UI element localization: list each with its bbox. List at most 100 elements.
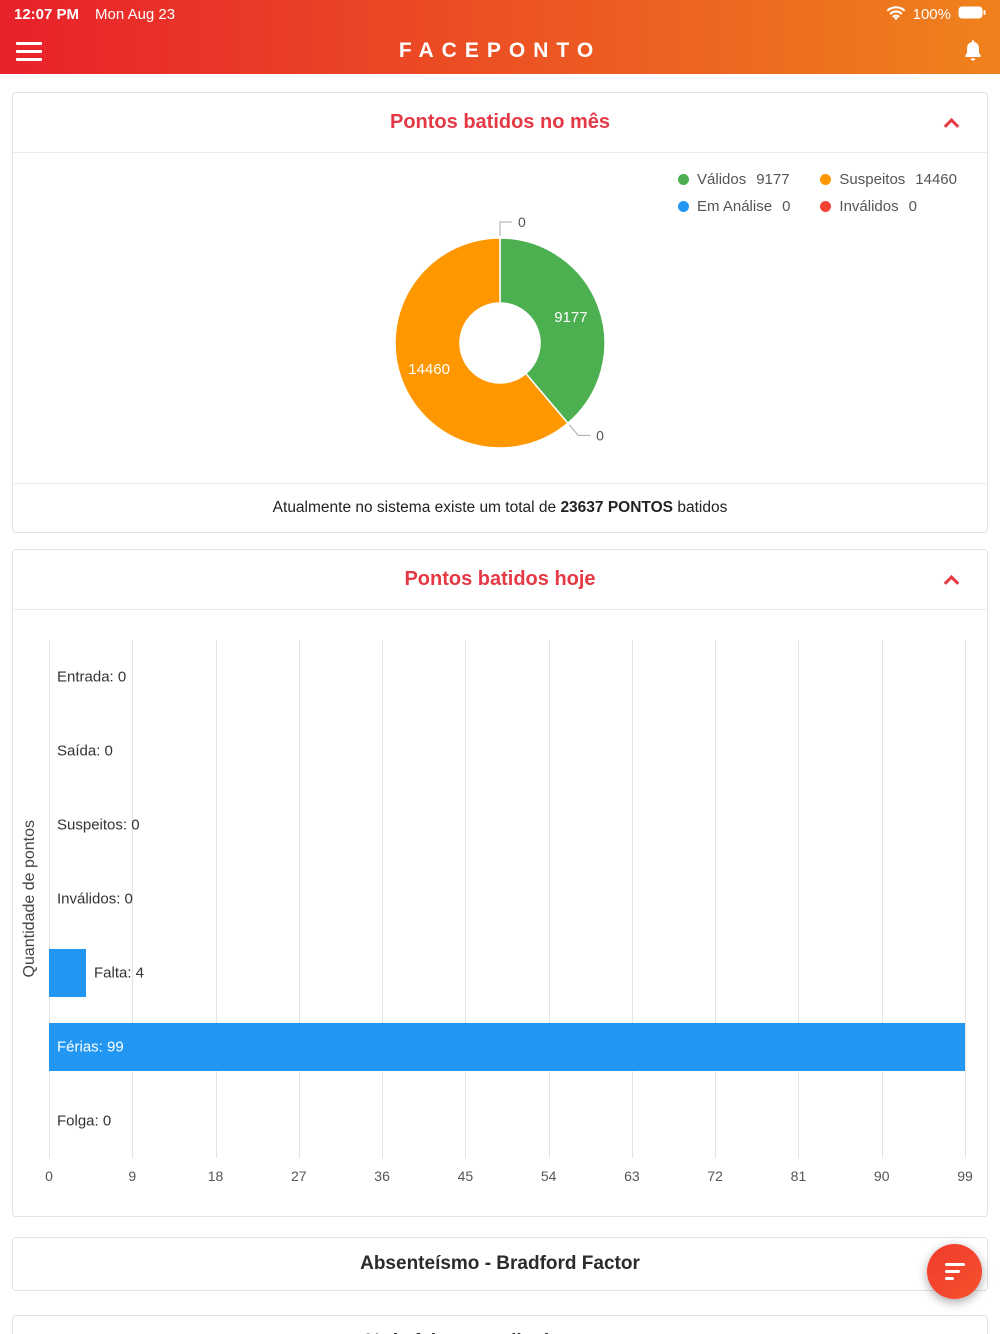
legend-label: Válidos [697, 171, 747, 188]
donut-value-label: 14460 [408, 361, 450, 378]
legend-value: 0 [908, 198, 917, 215]
legend-dot-icon [678, 174, 690, 185]
gridline [49, 640, 50, 1158]
donut-slice[interactable] [394, 237, 569, 449]
x-tick-label: 9 [128, 1168, 137, 1184]
legend-label: Inválidos [839, 198, 899, 215]
legend-dot-icon [820, 201, 832, 212]
x-tick-label: 27 [291, 1168, 307, 1184]
gridline [215, 640, 217, 1158]
bar-x-axis: 0 9 18 27 36 45 54 63 72 81 90 99 [45, 1168, 973, 1192]
y-axis-title-text: Quantidade de pontos [21, 820, 38, 978]
donut-zero-label: 0 [518, 214, 526, 230]
donut-chart[interactable]: 9177 0 14460 0 [13, 159, 987, 469]
bar-row: Suspeitos: 0 [49, 788, 965, 862]
bar-row: Saída: 0 [49, 714, 965, 788]
bar-chart-area: Quantidade de pontos Entrada: 0 Saída: 0 S… [13, 610, 987, 1216]
bar-label: Suspeitos: 0 [57, 816, 140, 834]
legend-item[interactable]: Inválidos 0 [820, 198, 957, 215]
bar-row: Entrada: 0 [49, 640, 965, 714]
gridline [715, 640, 717, 1158]
x-tick-label: 36 [374, 1168, 390, 1184]
status-time: 12:07 PM [14, 5, 80, 23]
card-bradford-header: Absenteísmo - Bradford Factor [13, 1238, 987, 1290]
bar-label: Férias: 99 [57, 1038, 124, 1056]
battery-icon [958, 6, 986, 23]
status-bar: 12:07 PM Mon Aug 23 100% [0, 0, 1000, 28]
bar-plot: Entrada: 0 Saída: 0 Suspeitos: 0 Inválidos:… [49, 640, 966, 1158]
wifi-icon [886, 5, 906, 24]
bar-y-axis-title: Quantidade de pontos [21, 640, 39, 1158]
card-month-caption: Atualmente no sistema existe um total de… [13, 483, 987, 532]
card-bradford-factor: Absenteísmo - Bradford Factor [12, 1237, 988, 1291]
legend-item[interactable]: Válidos 9177 [678, 171, 790, 188]
card-pontos-mes: Pontos batidos no mês Válidos 9177 Suspeit… [12, 92, 988, 533]
caption-suffix: batidos [673, 499, 728, 516]
gridline [881, 640, 883, 1158]
card-weekday-title: % de faltas por dia de semana [364, 1331, 635, 1334]
bar-rows: Entrada: 0 Saída: 0 Suspeitos: 0 Inválidos:… [49, 640, 965, 1158]
x-tick-label: 90 [873, 1168, 890, 1184]
card-bradford-title: Absenteísmo - Bradford Factor [360, 1253, 640, 1274]
caption-total: 23637 PONTOS [560, 499, 674, 516]
legend-item[interactable]: Suspeitos 14460 [820, 171, 957, 188]
card-today-title: Pontos batidos hoje [404, 568, 596, 590]
app-logo: FACEPONTO [398, 39, 602, 62]
x-tick-label: 0 [45, 1168, 53, 1184]
bar-label: Entrada: 0 [57, 668, 127, 686]
bar-gridlines [49, 640, 966, 1158]
x-tick-label: 54 [540, 1168, 557, 1184]
donut-label-connector [499, 221, 512, 236]
notifications-bell-icon[interactable] [962, 39, 984, 63]
legend-label: Em Análise [697, 198, 773, 215]
legend-item[interactable]: Em Análise 0 [678, 198, 790, 215]
donut-zero-label: 0 [596, 427, 604, 443]
nav-bar: FACEPONTO [0, 28, 1000, 74]
gridline [132, 640, 134, 1158]
bar-label: Falta: 4 [94, 964, 145, 982]
gridline [465, 640, 467, 1158]
fab-button[interactable] [927, 1244, 982, 1299]
status-left: 12:07 PM Mon Aug 23 [14, 6, 175, 23]
collapse-chevron-up-icon[interactable] [943, 117, 960, 134]
x-tick-label: 45 [457, 1168, 474, 1184]
bar-row: Folga: 0 [49, 1084, 965, 1158]
card-weekday-title-wrap: % de faltas por dia de semana [364, 1331, 635, 1334]
legend-value: 0 [782, 198, 791, 215]
donut-value-label: 9177 [554, 309, 587, 326]
legend-label: Suspeitos [839, 171, 906, 188]
card-faltas-semana: % de faltas por dia de semana [12, 1315, 988, 1334]
gridline [965, 640, 966, 1158]
gridline [631, 640, 633, 1158]
legend-dot-icon [678, 201, 690, 212]
bar-row: Falta: 4 [49, 936, 965, 1010]
legend-value: 14460 [915, 171, 957, 188]
card-month-header: Pontos batidos no mês [13, 93, 987, 153]
donut-legend: Válidos 9177 Suspeitos 14460 Em Análise 0 Invá… [678, 171, 957, 215]
bar-row: Férias: 99 [49, 1010, 965, 1084]
bar[interactable] [49, 1023, 965, 1071]
card-today-header: Pontos batidos hoje [13, 550, 987, 610]
donut-chart-area: Válidos 9177 Suspeitos 14460 Em Análise 0 Invá… [13, 153, 987, 483]
x-tick-label: 18 [207, 1168, 224, 1184]
caption-prefix: Atualmente no sistema existe um total de [272, 499, 561, 516]
donut-slice[interactable] [499, 237, 606, 425]
card-pontos-hoje: Pontos batidos hoje Quantidade de pontos… [12, 549, 988, 1217]
x-tick-label: 72 [707, 1168, 723, 1184]
fab-menu-icon [944, 1263, 965, 1280]
gridline [798, 640, 800, 1158]
hamburger-menu-icon[interactable] [16, 37, 42, 66]
card-month-title: Pontos batidos no mês [389, 111, 611, 133]
gridline [298, 640, 300, 1158]
legend-dot-icon [820, 174, 832, 185]
legend-value: 9177 [756, 171, 790, 188]
bar-label: Inválidos: 0 [57, 890, 133, 908]
card-weekday-header: % de faltas por dia de semana [13, 1316, 987, 1334]
bar-label: Saída: 0 [57, 742, 113, 760]
bar[interactable] [49, 949, 86, 997]
collapse-chevron-up-icon[interactable] [943, 574, 960, 591]
bar-label: Folga: 0 [57, 1112, 112, 1130]
donut-label-connector [568, 424, 591, 436]
x-tick-label: 81 [790, 1168, 807, 1184]
